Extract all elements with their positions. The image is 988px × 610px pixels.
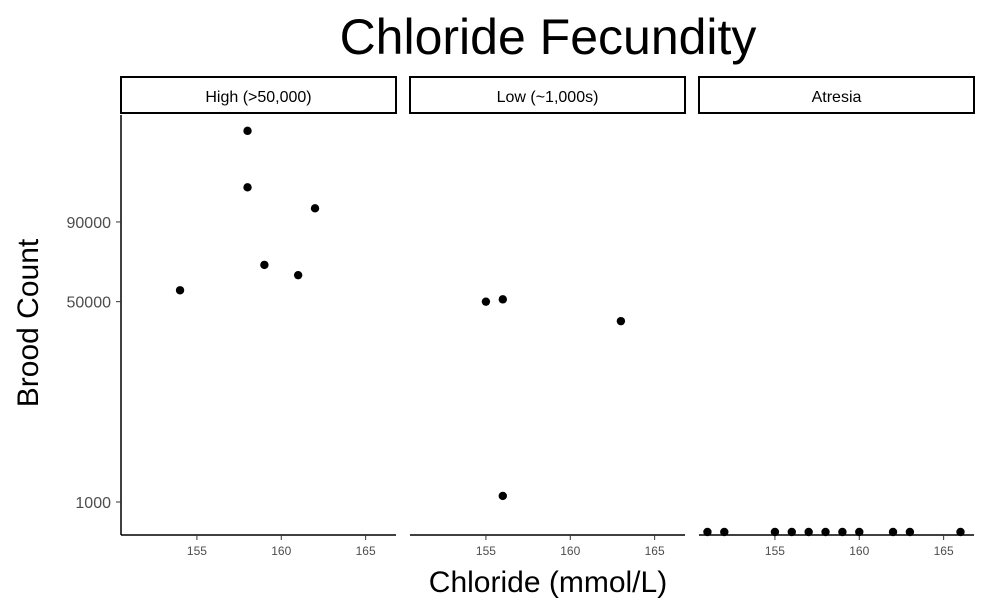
data-point bbox=[905, 527, 915, 537]
x-tick-label: 165 bbox=[934, 544, 954, 558]
data-point bbox=[855, 527, 864, 537]
facet-strip bbox=[409, 76, 686, 114]
x-tick-label: 155 bbox=[476, 544, 496, 558]
x-tick-label: 155 bbox=[187, 544, 207, 558]
data-point bbox=[498, 295, 507, 304]
y-tick-label: 1000 bbox=[75, 495, 111, 512]
x-tick-label: 155 bbox=[765, 544, 785, 558]
data-point bbox=[787, 527, 796, 537]
facet-low: Low (~1,000s) bbox=[409, 76, 686, 114]
data-point bbox=[260, 260, 269, 270]
data-point bbox=[838, 527, 847, 537]
facet-atresia: Atresia bbox=[698, 76, 975, 114]
facet-strip-label: High (>50,000) bbox=[205, 89, 311, 106]
data-point bbox=[888, 527, 898, 537]
data-point bbox=[293, 270, 303, 280]
y-tick-label: 90000 bbox=[67, 215, 112, 232]
x-tick-label: 160 bbox=[271, 544, 291, 558]
data-point bbox=[703, 527, 712, 537]
y-axis-title: Brood Count bbox=[12, 238, 45, 407]
data-point bbox=[770, 527, 780, 537]
facet-strip-label: Atresia bbox=[812, 89, 862, 106]
x-tick-label: 165 bbox=[356, 544, 376, 558]
data-point bbox=[498, 491, 507, 501]
data-point bbox=[720, 527, 729, 537]
data-point bbox=[804, 527, 813, 537]
data-point bbox=[310, 204, 320, 213]
facet-strip-label: Low (~1,000s) bbox=[497, 89, 599, 106]
data-point bbox=[243, 183, 252, 192]
x-tick-label: 160 bbox=[560, 544, 580, 558]
facet-strip bbox=[698, 76, 975, 114]
x-tick-label: 165 bbox=[645, 544, 665, 558]
data-point bbox=[821, 527, 830, 537]
data-point bbox=[243, 126, 252, 136]
data-point bbox=[175, 286, 185, 295]
facet-high: High (>50,000) bbox=[120, 76, 397, 114]
data-point bbox=[956, 527, 965, 537]
data-point bbox=[616, 316, 626, 326]
data-point bbox=[481, 297, 491, 306]
x-axis-title: Chloride (mmol/L) bbox=[429, 566, 667, 599]
y-tick-label: 50000 bbox=[67, 295, 112, 312]
x-tick-label: 160 bbox=[849, 544, 869, 558]
facet-strip bbox=[120, 76, 397, 114]
chart-title: Chloride Fecundity bbox=[340, 9, 757, 65]
